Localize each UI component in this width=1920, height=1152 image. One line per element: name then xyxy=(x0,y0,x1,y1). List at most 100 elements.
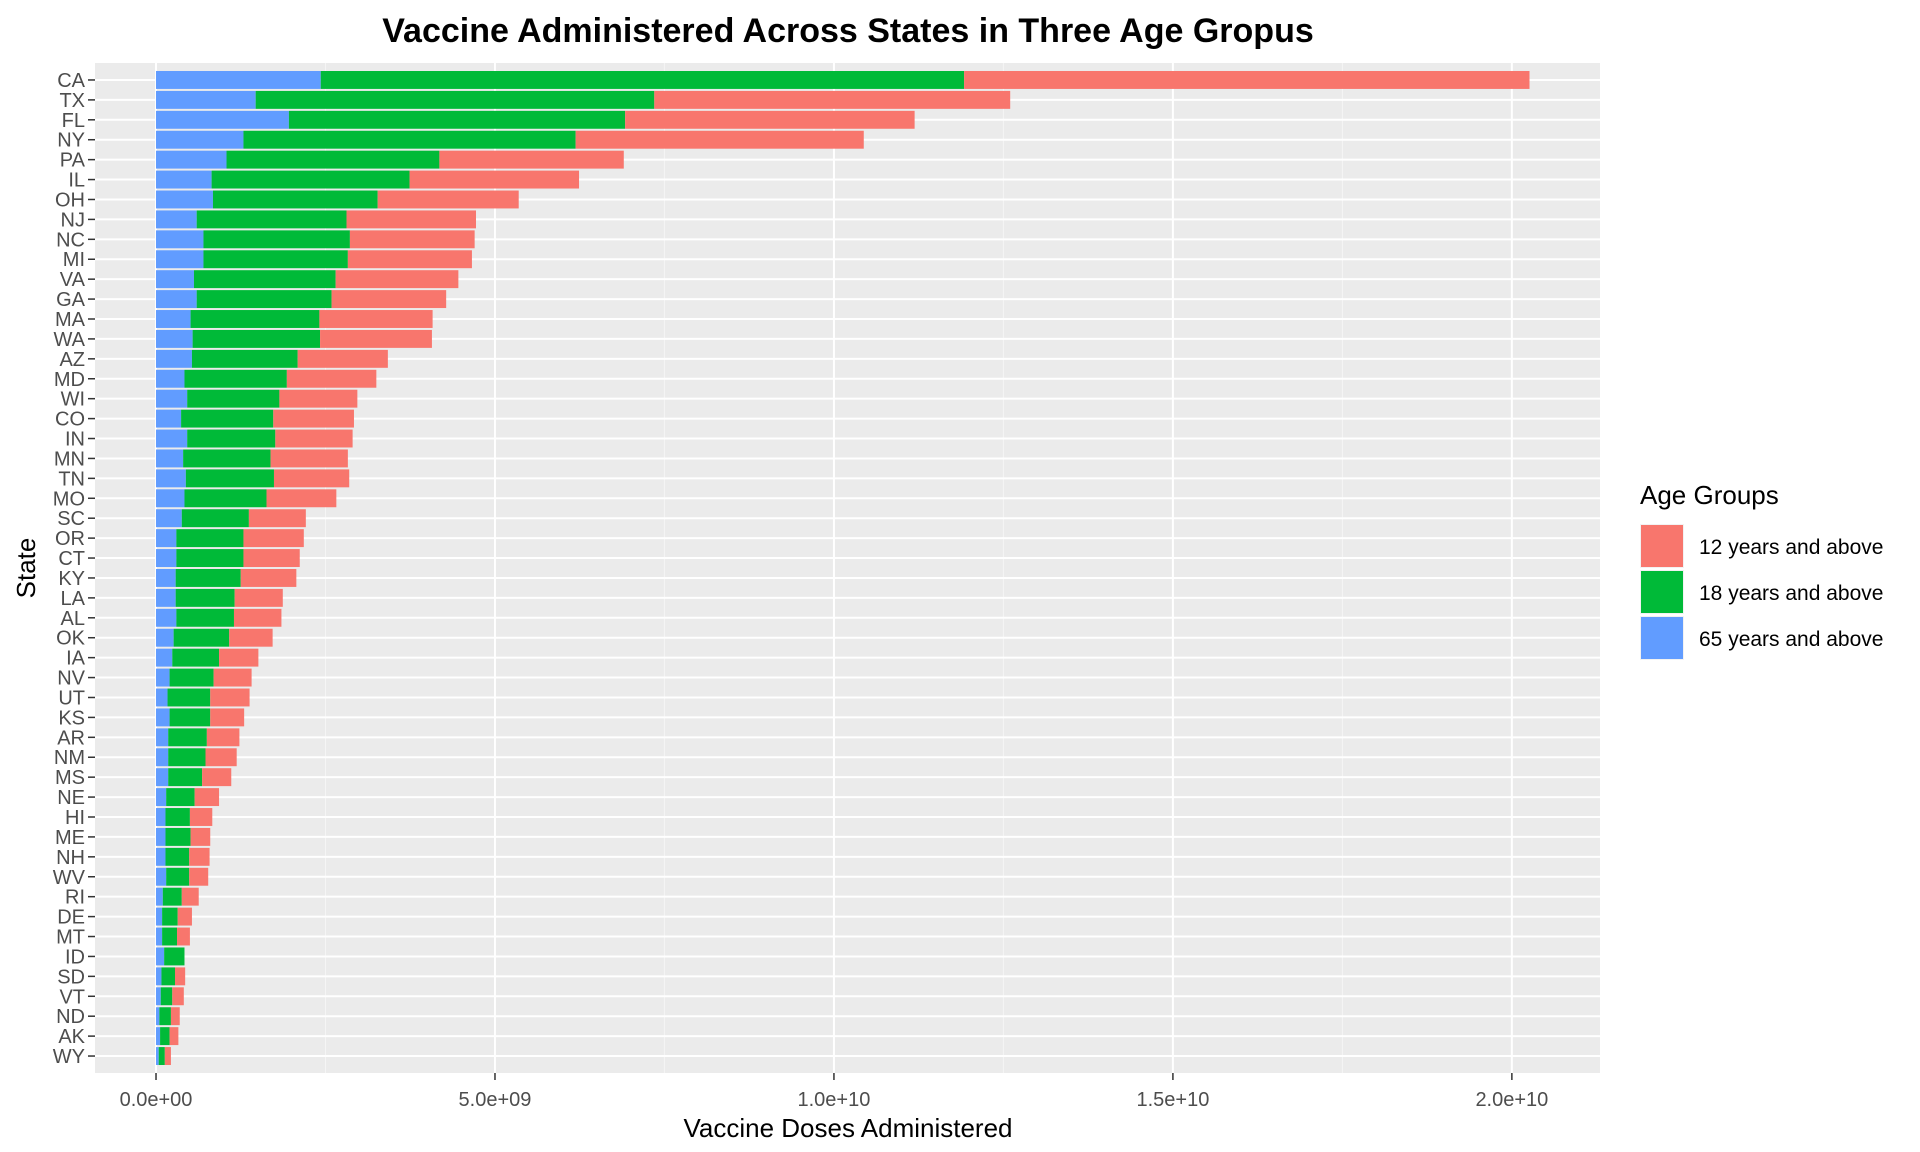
bar-segment xyxy=(275,429,353,448)
bar-segment xyxy=(156,628,174,647)
y-tick-label: TX xyxy=(59,90,85,112)
bar-segment xyxy=(219,648,259,667)
bar-segment xyxy=(156,987,161,1006)
y-tick-label: NE xyxy=(57,787,85,809)
y-tick-label: NM xyxy=(54,747,85,769)
y-tick-label: AR xyxy=(57,727,85,749)
legend-swatch xyxy=(1641,617,1683,659)
bar-segment xyxy=(156,150,227,169)
bar-segment xyxy=(243,130,576,149)
bar-segment xyxy=(181,887,199,906)
bar-segment xyxy=(156,568,176,587)
bar-segment xyxy=(203,230,350,249)
x-tick-label: 2.0e+10 xyxy=(1475,1089,1548,1111)
bar-segment xyxy=(156,389,188,408)
y-tick-label: NJ xyxy=(61,209,85,231)
bar-segment xyxy=(175,568,241,587)
bar-segment xyxy=(156,668,170,687)
bar-segment xyxy=(177,927,190,946)
bars xyxy=(156,70,1530,1066)
bar-segment xyxy=(162,927,178,946)
y-tick-label: OK xyxy=(56,628,86,650)
bar-segment xyxy=(226,150,440,169)
bar-segment xyxy=(156,808,166,826)
bar-segment xyxy=(625,110,915,129)
bar-segment xyxy=(173,628,230,647)
bar-segment xyxy=(168,768,203,787)
bar-segment xyxy=(160,987,173,1006)
y-tick-label: SD xyxy=(57,966,85,988)
y-tick-label: OH xyxy=(55,189,85,211)
bar-segment xyxy=(166,788,195,807)
bar-segment xyxy=(156,1047,159,1066)
y-tick-label: ME xyxy=(55,827,85,849)
bar-segment xyxy=(191,349,298,368)
bar-segment xyxy=(165,808,190,826)
y-tick-label: CA xyxy=(57,70,85,92)
bar-segment xyxy=(156,210,197,229)
y-tick-label: NV xyxy=(57,668,85,690)
bar-segment xyxy=(210,688,250,707)
bar-segment xyxy=(176,608,234,627)
bar-segment xyxy=(159,1007,171,1026)
bar-segment xyxy=(156,588,176,607)
bar-segment xyxy=(156,449,184,468)
bar-segment xyxy=(156,290,197,309)
bar-segment xyxy=(172,987,184,1006)
bar-segment xyxy=(174,967,186,986)
y-tick-label: MD xyxy=(54,369,85,391)
bar-segment xyxy=(196,290,332,309)
bar-segment xyxy=(156,768,169,787)
bar-segment xyxy=(320,329,432,348)
bar-segment xyxy=(297,349,388,368)
legend-label: 65 years and above xyxy=(1699,628,1883,651)
bar-segment xyxy=(156,489,185,508)
bar-segment xyxy=(169,708,211,727)
y-tick-label: LA xyxy=(61,588,86,610)
bar-segment xyxy=(156,907,163,926)
bar-segment xyxy=(349,230,475,249)
bar-segment xyxy=(319,310,433,328)
y-tick-label: CO xyxy=(55,409,85,431)
bar-segment xyxy=(206,728,240,747)
bar-segment xyxy=(156,947,165,966)
y-tick-label: PA xyxy=(60,150,86,172)
bar-segment xyxy=(243,529,304,548)
y-axis: CATXFLNYPAILOHNJNCMIVAGAMAWAAZMDWICOINMN… xyxy=(53,70,95,1068)
chart-title: Vaccine Administered Across States in Th… xyxy=(382,12,1314,50)
bar-segment xyxy=(189,867,209,886)
x-tick-label: 0.0e+00 xyxy=(120,1089,193,1111)
y-tick-label: NY xyxy=(57,130,85,152)
y-tick-label: AL xyxy=(61,608,85,630)
bar-segment xyxy=(156,70,321,89)
bar-segment xyxy=(167,688,211,707)
bar-segment xyxy=(156,549,177,568)
bar-segment xyxy=(335,270,459,289)
bar-segment xyxy=(156,509,182,528)
bar-segment xyxy=(409,170,580,189)
y-tick-label: KY xyxy=(58,568,85,590)
bar-segment xyxy=(331,290,447,309)
x-axis-title: Vaccine Doses Administered xyxy=(683,1113,1012,1143)
bar-segment xyxy=(176,549,244,568)
y-tick-label: DE xyxy=(57,907,85,929)
bar-segment xyxy=(240,568,297,587)
y-tick-label: CT xyxy=(58,548,85,570)
bar-segment xyxy=(160,1027,170,1046)
y-tick-label: WI xyxy=(61,389,85,411)
bar-segment xyxy=(156,190,213,209)
x-tick-label: 5.0e+09 xyxy=(459,1089,532,1111)
y-tick-label: MT xyxy=(56,927,85,949)
bar-segment xyxy=(286,369,377,388)
bar-segment xyxy=(194,788,220,807)
y-tick-label: NC xyxy=(56,229,85,251)
y-tick-label: MI xyxy=(63,249,85,271)
bar-segment xyxy=(156,728,169,747)
bar-segment xyxy=(156,887,163,906)
bar-segment xyxy=(162,887,182,906)
y-tick-label: MA xyxy=(55,309,86,331)
bar-segment xyxy=(169,1027,179,1046)
bar-segment xyxy=(212,190,378,209)
bar-segment xyxy=(156,110,289,129)
